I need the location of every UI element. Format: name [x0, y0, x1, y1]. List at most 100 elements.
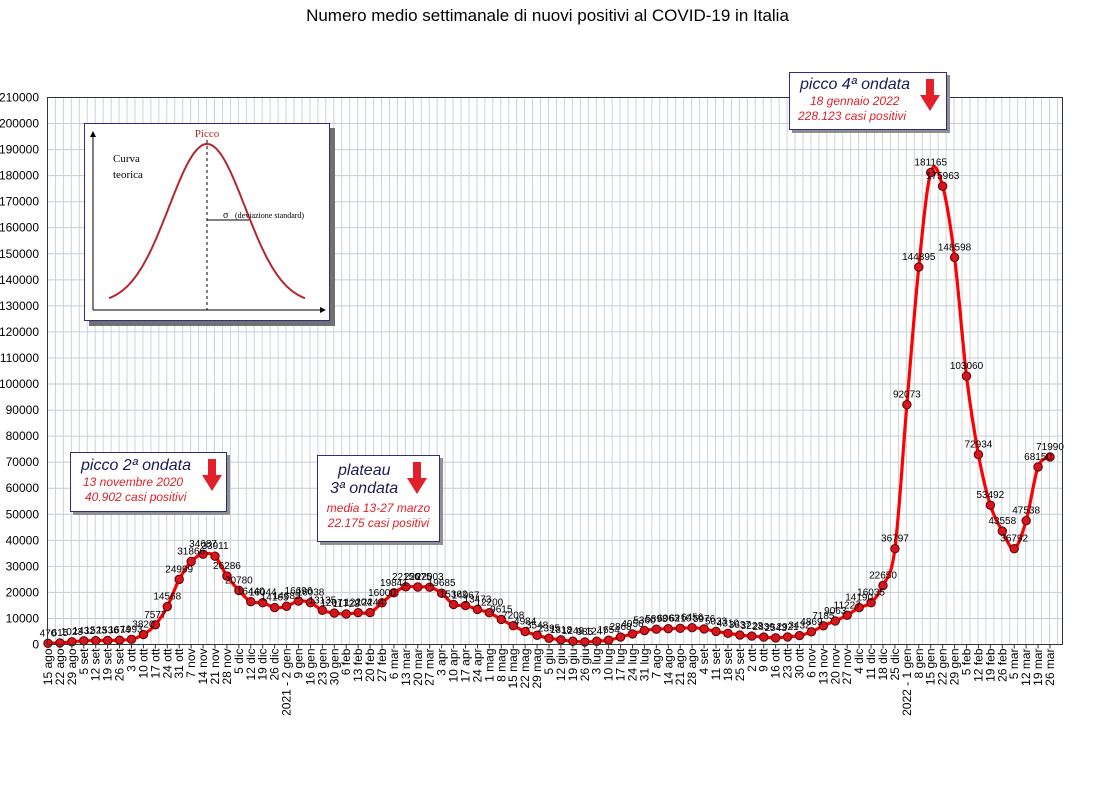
x-tick-label: 4 dic: [852, 649, 866, 674]
y-tick-label: 140000: [0, 273, 39, 287]
data-point: [675, 623, 685, 634]
x-tick-label: 7 nov: [184, 649, 198, 678]
data-label: 11728: [333, 599, 361, 610]
y-tick-label: 30000: [6, 559, 40, 573]
x-tick-label: 10 ott: [136, 648, 150, 679]
data-point: [102, 635, 113, 646]
data-point: [937, 181, 948, 191]
data-point: [651, 624, 662, 634]
x-tick-label: 17 ott: [148, 648, 162, 679]
data-point: [592, 636, 602, 646]
x-tick-label: 5 dic: [232, 649, 246, 674]
data-label: 12200: [475, 598, 503, 609]
data-point: [67, 637, 77, 647]
callout-peak-4-date: 18 gennaio 2022: [810, 94, 900, 108]
data-point: [926, 167, 936, 178]
x-tick-label: 31 lug: [637, 649, 651, 682]
data-point: [413, 582, 423, 592]
x-tick-label: 17 apr: [459, 649, 473, 683]
x-tick-label: 28 nov: [220, 649, 234, 685]
x-tick-label: 15 mag: [506, 649, 520, 689]
x-tick-label: 26 set: [113, 648, 127, 681]
data-point: [627, 629, 638, 639]
data-label: 6210: [669, 613, 692, 624]
x-tick-label: 19 mar: [1031, 649, 1045, 686]
data-points: [43, 167, 1055, 648]
data-label: 1432: [73, 626, 96, 637]
data-label: 43558: [988, 516, 1016, 527]
data-label: 16035: [857, 588, 885, 599]
x-tick-label: 18 set: [721, 648, 735, 681]
data-label: 12071: [320, 598, 348, 609]
x-tick-label: 16 ott: [769, 648, 783, 679]
data-point: [460, 600, 471, 611]
data-point: [210, 551, 220, 561]
data-point: [281, 601, 292, 611]
data-point: [878, 580, 888, 591]
x-tick-label: 23 ott: [781, 648, 795, 679]
x-tick-label: 19 feb: [983, 648, 997, 682]
x-tick-label: 5 mar: [1007, 649, 1021, 680]
data-label: 3820: [132, 620, 155, 631]
data-label: 1654: [598, 625, 621, 636]
x-tick-label: 13 nov: [816, 649, 830, 685]
bell-curve: [108, 142, 306, 300]
y-tick-label: 130000: [0, 299, 39, 313]
data-label: 985: [576, 627, 593, 638]
callout-plateau-3: plateau 3ª ondata media 13-27 marzo 22.1…: [317, 455, 440, 542]
data-label: 1249: [562, 626, 585, 637]
theoretical-curve-inset: Picco Curva teorica σ (deviazione standa…: [84, 123, 330, 321]
data-label: 1993: [120, 624, 143, 635]
x-tick-label: 27 nov: [840, 649, 854, 685]
data-point: [687, 622, 697, 633]
data-label: 5976: [693, 614, 716, 625]
x-tick-label: 23 gen: [315, 649, 329, 686]
callout-peak-4: picco 4ª ondata 18 gennaio 2022 228.123 …: [789, 72, 947, 130]
data-point: [222, 571, 232, 581]
data-label: 1536: [97, 625, 120, 636]
data-label: 1818: [550, 625, 573, 636]
x-tick-label: 13 mar: [399, 649, 413, 686]
y-tick-label: 170000: [0, 195, 39, 209]
data-label: 22075: [404, 572, 432, 583]
x-tick-label: 10 lug: [602, 649, 616, 682]
data-label: 175963: [926, 171, 960, 182]
data-label: 16044: [249, 588, 277, 599]
data-label: 9063: [824, 606, 847, 617]
data-point: [735, 630, 745, 640]
data-point: [401, 582, 411, 592]
chart-title: Numero medio settimanale di nuovi positi…: [306, 6, 789, 25]
data-point: [639, 625, 650, 636]
x-tick-label: 31 ott: [172, 648, 186, 679]
x-tick-label: 12 mar: [1019, 649, 1033, 686]
x-tick-label: 29 ago: [65, 648, 79, 685]
data-label: 36792: [1000, 534, 1028, 545]
x-tick-label: 2 ott: [745, 648, 759, 672]
data-label: 5360: [633, 616, 656, 627]
data-label: 20780: [225, 575, 253, 586]
x-tick-label: 24 apr: [470, 649, 484, 683]
x-tick-label: 22 gen: [936, 649, 950, 686]
y-tick-label: 210000: [0, 91, 39, 105]
y-tick-label: 90000: [6, 403, 40, 417]
x-tick-label: 19 dic: [256, 649, 270, 681]
x-tick-label: 24 lug: [626, 649, 640, 682]
data-label: 16038: [297, 588, 325, 599]
data-point: [961, 371, 972, 381]
x-tick-label: 21 nov: [208, 649, 222, 685]
x-tick-label: 20 nov: [828, 649, 842, 685]
data-point: [174, 574, 184, 585]
y-tick-label: 160000: [0, 221, 39, 235]
down-arrow-icon: [920, 79, 940, 111]
x-tick-label: 15 ago: [41, 648, 55, 685]
data-label: 2395: [538, 623, 561, 634]
data-point: [472, 604, 483, 615]
data-label: 5033: [705, 616, 728, 627]
data-point: [615, 632, 626, 642]
data-point: [448, 599, 459, 610]
data-point: [520, 626, 530, 637]
data-label: 92073: [893, 390, 921, 401]
